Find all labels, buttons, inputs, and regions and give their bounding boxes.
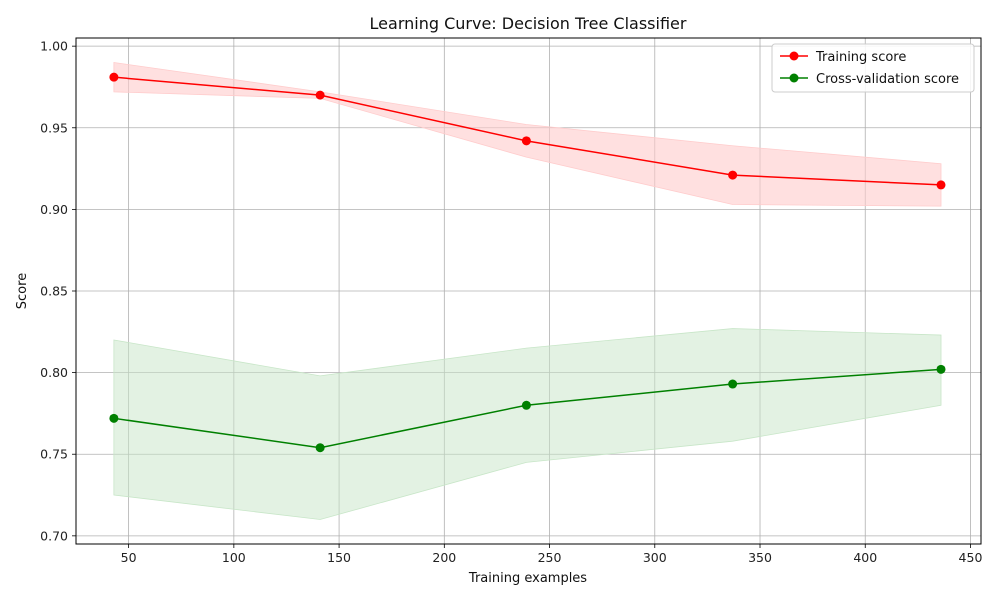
x-tick-label: 150 xyxy=(327,550,351,565)
x-tick-label: 250 xyxy=(538,550,562,565)
point-training xyxy=(521,136,531,146)
y-tick-label: 0.90 xyxy=(40,202,68,217)
point-cross-validation xyxy=(109,413,119,423)
y-tick-label: 0.75 xyxy=(40,447,68,462)
x-axis-label: Training examples xyxy=(468,571,587,586)
y-axis-label: Score xyxy=(15,273,30,309)
legend-label-training: Training score xyxy=(815,50,906,65)
chart-title: Learning Curve: Decision Tree Classifier xyxy=(370,14,687,33)
point-training xyxy=(728,170,738,180)
series-points xyxy=(109,72,946,453)
axis-ticks: 50 100 150 200 250 300 350 400 450 0.70 0.75 0.80 0.… xyxy=(40,39,982,565)
y-tick-label: 0.85 xyxy=(40,284,68,299)
x-tick-label: 100 xyxy=(222,550,246,565)
y-tick-label: 0.95 xyxy=(40,120,68,135)
point-training xyxy=(315,90,325,100)
legend-box xyxy=(771,43,975,93)
x-tick-label: 300 xyxy=(643,550,667,565)
legend-marker-training xyxy=(789,51,799,61)
point-cross-validation xyxy=(315,443,325,453)
point-training xyxy=(936,180,946,190)
x-tick-label: 200 xyxy=(432,550,456,565)
legend-marker-cross-validation xyxy=(789,73,799,83)
legend-label-cross-validation: Cross-validation score xyxy=(816,72,959,87)
x-tick-label: 400 xyxy=(853,550,877,565)
y-tick-label: 1.00 xyxy=(40,39,68,54)
x-tick-label: 350 xyxy=(748,550,772,565)
x-tick-label: 450 xyxy=(959,550,983,565)
point-cross-validation xyxy=(521,400,531,410)
x-tick-label: 50 xyxy=(121,550,137,565)
point-cross-validation xyxy=(728,379,738,389)
point-training xyxy=(109,72,119,82)
y-tick-label: 0.70 xyxy=(40,528,68,543)
point-cross-validation xyxy=(936,364,946,374)
legend: Training score Cross-validation score xyxy=(771,43,975,93)
y-tick-label: 0.80 xyxy=(40,365,68,380)
band-cross-validation xyxy=(113,328,942,520)
